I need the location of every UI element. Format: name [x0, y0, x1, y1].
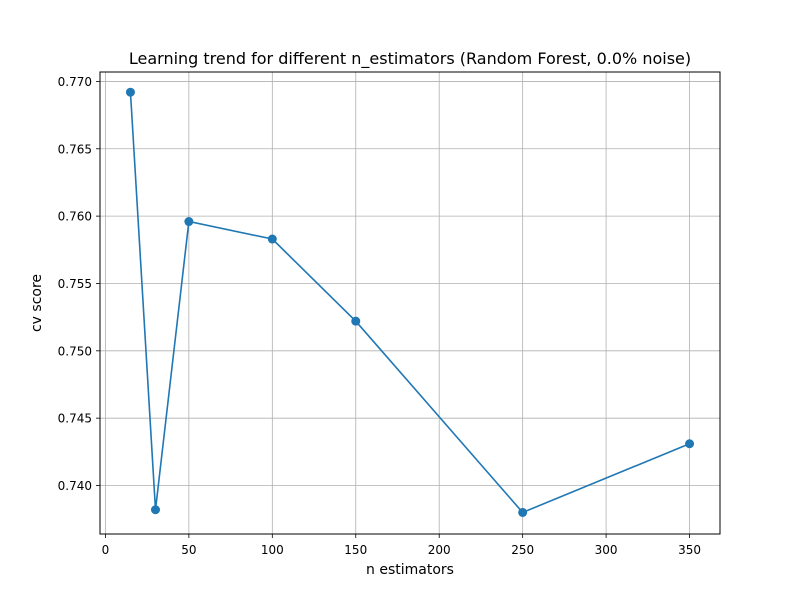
data-point	[267, 234, 277, 244]
x-tick-label: 300	[595, 543, 618, 557]
series-layer	[125, 87, 695, 517]
data-point	[351, 316, 361, 326]
x-tick-label: 50	[181, 543, 196, 557]
x-axis-label: n estimators	[366, 562, 454, 578]
y-tick-label: 0.755	[58, 277, 92, 291]
data-point	[184, 217, 194, 227]
x-tick-label: 250	[511, 543, 534, 557]
x-tick-label: 100	[261, 543, 284, 557]
y-axis-label: cv score	[29, 274, 45, 332]
grid-lines	[100, 72, 720, 534]
plot-area-frame	[99, 71, 721, 535]
data-point	[685, 439, 695, 449]
x-tick-label: 0	[102, 543, 110, 557]
x-tick-label: 200	[428, 543, 451, 557]
x-tick-label: 150	[344, 543, 367, 557]
y-tick-label: 0.770	[58, 75, 92, 89]
y-axis: 0.740 0.745 0.750 0.755 0.760 0.765 0.770	[58, 75, 100, 493]
x-axis: 0 50 100 150 200 250 300 350	[102, 534, 701, 557]
chart-title: Learning trend for different n_estimator…	[129, 49, 691, 69]
x-tick-label: 350	[678, 543, 701, 557]
y-tick-label: 0.745	[58, 412, 92, 426]
data-point	[125, 87, 135, 97]
y-tick-label: 0.760	[58, 210, 92, 224]
y-tick-label: 0.740	[58, 479, 92, 493]
data-point	[150, 505, 160, 515]
data-point	[518, 507, 528, 517]
y-tick-label: 0.765	[58, 142, 92, 156]
y-tick-label: 0.750	[58, 344, 92, 358]
